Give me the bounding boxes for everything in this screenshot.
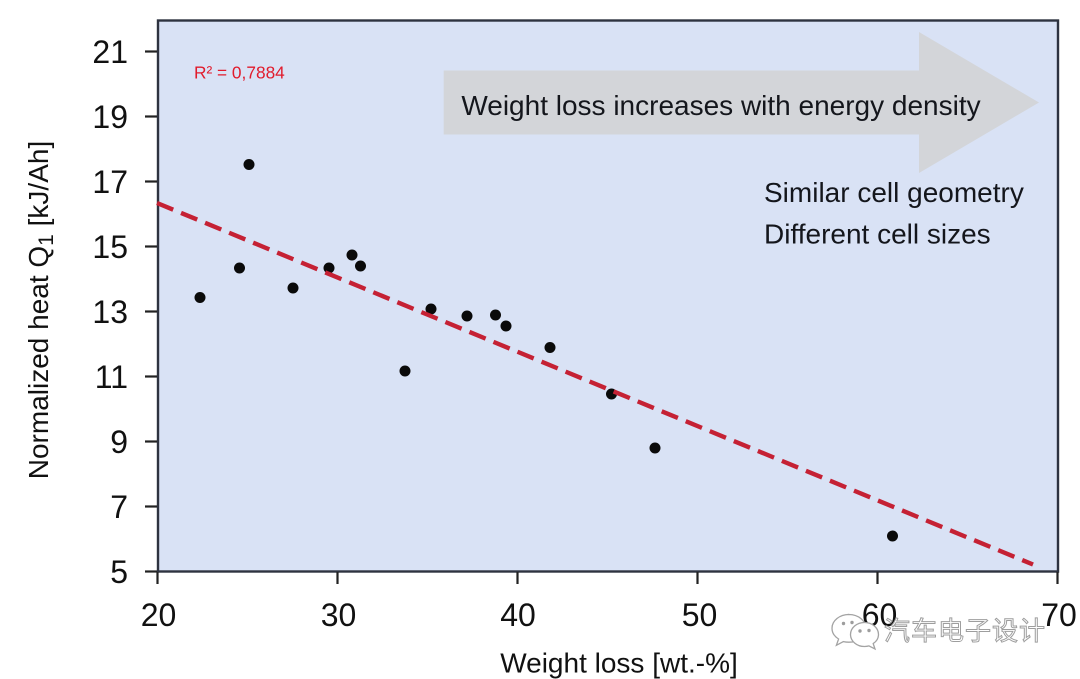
svg-text:19: 19 [92,99,128,135]
svg-text:Similar cell geometry: Similar cell geometry [764,177,1024,208]
svg-text:R² = 0,7884: R² = 0,7884 [194,63,285,83]
svg-text:5: 5 [110,554,128,590]
svg-text:汽车电子设计: 汽车电子设计 [884,616,1046,646]
svg-text:30: 30 [321,597,357,633]
svg-text:7: 7 [110,489,128,525]
svg-text:21: 21 [92,34,128,70]
svg-text:Weight loss increases with ene: Weight loss increases with energy densit… [461,90,980,121]
svg-text:11: 11 [95,359,128,395]
svg-text:Weight loss [wt.-%]: Weight loss [wt.-%] [500,648,738,679]
svg-text:Different cell sizes: Different cell sizes [764,219,991,250]
svg-text:50: 50 [682,597,718,633]
svg-text:Normalized heat Q1 [kJ/Ah]: Normalized heat Q1 [kJ/Ah] [23,141,58,480]
svg-text:13: 13 [92,294,128,330]
svg-text:15: 15 [92,229,128,265]
svg-text:9: 9 [110,424,128,460]
svg-text:17: 17 [92,164,128,200]
svg-text:20: 20 [141,597,177,633]
svg-text:40: 40 [500,597,536,633]
svg-text:70: 70 [1041,597,1077,633]
